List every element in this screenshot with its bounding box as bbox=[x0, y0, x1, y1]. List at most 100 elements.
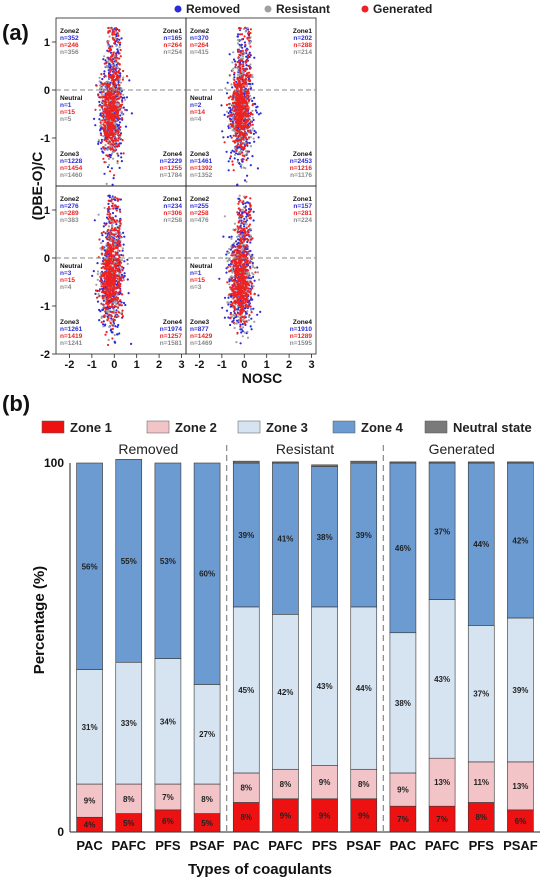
point bbox=[238, 215, 241, 219]
point bbox=[239, 317, 242, 320]
point bbox=[221, 306, 224, 309]
point bbox=[121, 113, 124, 116]
x-tick-label: 3 bbox=[308, 359, 314, 371]
point bbox=[106, 213, 109, 216]
zone1-annotation-line: n=258 bbox=[163, 217, 182, 224]
point bbox=[123, 96, 126, 99]
point bbox=[244, 130, 247, 133]
point bbox=[118, 52, 121, 55]
point bbox=[119, 285, 122, 288]
zone2-annotation-line: n=255 bbox=[190, 203, 209, 210]
point bbox=[114, 28, 117, 32]
point bbox=[108, 88, 111, 91]
point bbox=[104, 307, 107, 310]
point bbox=[234, 145, 238, 148]
point bbox=[115, 54, 118, 57]
point bbox=[109, 212, 112, 216]
point bbox=[116, 298, 119, 301]
x-tick-label: -1 bbox=[87, 359, 97, 371]
point bbox=[109, 288, 112, 291]
point bbox=[238, 53, 241, 57]
point bbox=[240, 163, 243, 166]
point bbox=[243, 232, 246, 235]
point bbox=[117, 83, 120, 86]
point bbox=[109, 51, 113, 54]
point bbox=[100, 73, 103, 76]
point bbox=[101, 273, 104, 276]
point bbox=[114, 262, 118, 265]
point bbox=[111, 299, 114, 302]
point bbox=[118, 57, 121, 60]
point bbox=[108, 124, 111, 127]
point bbox=[237, 207, 240, 210]
zone3-annotation-line: n=1228 bbox=[60, 158, 83, 165]
legend-label-neutral-state: Neutral state bbox=[453, 420, 532, 435]
neutral-annotation-line: n=4 bbox=[60, 284, 72, 291]
point bbox=[236, 183, 239, 186]
point bbox=[238, 128, 241, 131]
point bbox=[249, 31, 252, 35]
point bbox=[250, 317, 253, 320]
point bbox=[235, 103, 238, 107]
point bbox=[107, 305, 111, 308]
point bbox=[100, 138, 103, 141]
point bbox=[111, 183, 114, 186]
point bbox=[240, 158, 243, 161]
point bbox=[105, 301, 108, 304]
point bbox=[250, 129, 253, 132]
point bbox=[239, 296, 242, 299]
point bbox=[116, 306, 120, 309]
point bbox=[249, 28, 252, 31]
point bbox=[247, 96, 250, 99]
point bbox=[244, 320, 248, 323]
point bbox=[236, 70, 239, 73]
point bbox=[242, 73, 245, 76]
point bbox=[237, 143, 240, 146]
point bbox=[238, 194, 241, 197]
point bbox=[235, 139, 238, 142]
point bbox=[239, 122, 242, 125]
point bbox=[231, 118, 235, 121]
point bbox=[110, 87, 113, 90]
point bbox=[117, 315, 120, 318]
point bbox=[114, 215, 117, 218]
point bbox=[250, 97, 253, 100]
point bbox=[97, 139, 100, 142]
point bbox=[252, 137, 255, 140]
point bbox=[106, 308, 109, 311]
point bbox=[253, 56, 256, 59]
zone1-annotation-line: n=264 bbox=[163, 42, 182, 49]
point bbox=[123, 274, 126, 278]
point bbox=[231, 279, 234, 282]
point bbox=[247, 98, 250, 101]
zone1-annotation-line: Zone1 bbox=[293, 28, 313, 35]
zone4-annotation-line: n=1216 bbox=[290, 165, 313, 172]
point bbox=[247, 315, 251, 319]
point bbox=[241, 264, 244, 267]
point bbox=[115, 90, 118, 93]
point bbox=[249, 227, 252, 230]
point bbox=[243, 225, 246, 228]
point bbox=[118, 273, 121, 276]
zone2-annotation-line: n=289 bbox=[60, 210, 79, 217]
point bbox=[240, 284, 243, 288]
point bbox=[113, 56, 117, 59]
point bbox=[102, 323, 105, 326]
point bbox=[122, 243, 125, 246]
zone3-annotation-line: Zone3 bbox=[60, 151, 80, 158]
zone4-annotation-line: n=1255 bbox=[160, 165, 183, 172]
point bbox=[253, 279, 256, 282]
point bbox=[234, 120, 237, 123]
point bbox=[248, 250, 251, 253]
point bbox=[232, 67, 235, 70]
neutral-annotation-line: n=15 bbox=[60, 277, 75, 284]
zone4-annotation-line: n=2229 bbox=[160, 158, 183, 165]
point bbox=[106, 118, 109, 121]
point bbox=[102, 100, 105, 103]
point bbox=[242, 158, 245, 161]
point bbox=[244, 68, 247, 71]
point bbox=[117, 137, 120, 140]
